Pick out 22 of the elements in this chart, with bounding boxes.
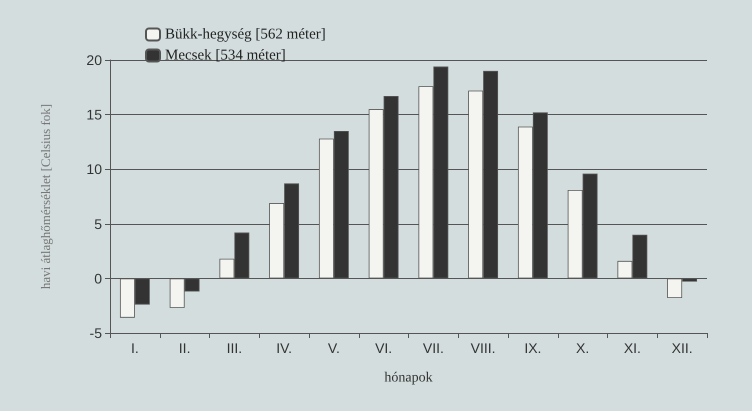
x-tick-label: I.: [130, 340, 139, 356]
y-tick-label: 5: [94, 216, 102, 232]
x-tick-label: VII.: [422, 340, 444, 356]
y-tick-label: 0: [94, 270, 102, 286]
legend-label: Mecsek [534 méter]: [165, 48, 286, 64]
y-tick-label: 15: [86, 106, 102, 123]
x-tick-label: IV.: [276, 340, 292, 356]
x-tick-label: IX.: [524, 340, 542, 356]
legend-label: Bükk-hegység [562 méter]: [165, 26, 326, 42]
x-axis-title: hónapok: [384, 370, 433, 386]
y-tick-label: -5: [90, 325, 102, 341]
y-tick-label: 20: [86, 52, 102, 68]
y-axis-title: havi átlaghőmérséklet [Celsius fok]: [38, 104, 53, 290]
x-tick-label: III.: [226, 340, 242, 356]
x-tick-label: VIII.: [470, 340, 496, 356]
x-tick-label: XI.: [624, 340, 641, 356]
x-tick-label: V.: [328, 340, 340, 356]
x-tick-label: XII.: [672, 340, 693, 356]
x-tick-label: X.: [576, 340, 590, 356]
x-tick-label: II.: [178, 340, 190, 356]
x-tick-label: VI.: [375, 340, 392, 356]
y-tick-label: 10: [86, 161, 102, 178]
